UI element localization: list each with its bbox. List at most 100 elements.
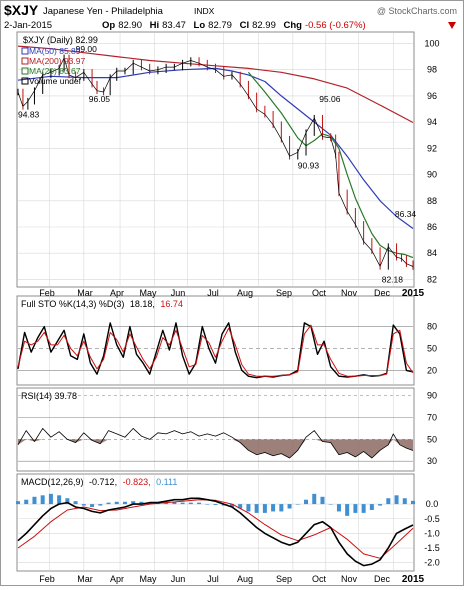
- low-value: 82.79: [208, 20, 232, 31]
- macd-histogram-bar-2: [32, 496, 37, 505]
- price-annotation: 95.06: [319, 94, 341, 104]
- x-axis-month-label-bottom: 2015: [402, 574, 425, 585]
- sto-d-line: [17, 324, 414, 377]
- macd-histogram-bar-8: [81, 504, 86, 506]
- rsi-tick-label: 90: [427, 391, 437, 401]
- macd-histogram-bar-34: [295, 504, 300, 505]
- price-panel: [16, 31, 415, 288]
- close-value: 82.99: [252, 20, 276, 31]
- x-axis-month-label-bottom: Nov: [341, 574, 358, 584]
- macd-histogram-bar-11: [106, 502, 111, 505]
- rsi-tick-label: 70: [427, 412, 437, 422]
- macd-histogram-bar-23: [205, 504, 210, 505]
- sto-tick-label: 50: [427, 344, 437, 354]
- macd-histogram-bar-28: [246, 504, 251, 512]
- macd-histogram-bar-18: [164, 502, 169, 505]
- instrument-name: Japanese Yen - Philadelphia: [43, 6, 164, 17]
- macd-histogram-bar-37: [320, 496, 325, 505]
- macd-histogram-bar-12: [114, 501, 119, 505]
- rsi-tick-label: 50: [427, 434, 437, 444]
- symbol-title: $XJY: [4, 2, 39, 18]
- ma20-line: [247, 71, 414, 259]
- x-axis-month-label-bottom: Apr: [110, 574, 124, 584]
- price-tick-label: 90: [427, 170, 437, 180]
- x-axis-month-label-bottom: Jun: [171, 574, 186, 584]
- legend-swatch-ma50: [21, 47, 29, 55]
- macd-histogram-bar-33: [287, 504, 292, 509]
- legend-ma50: MA(50) 85.89: [29, 46, 81, 56]
- macd-signal-line: [17, 499, 414, 559]
- price-annotation: 86.34: [395, 209, 417, 219]
- change-label: Chg: [284, 20, 303, 31]
- macd-histogram-bar-47: [402, 498, 407, 505]
- x-axis-month-label: Apr: [110, 288, 124, 298]
- rsi-line: [17, 428, 414, 459]
- macd-histogram-bar-35: [304, 499, 309, 505]
- x-axis-month-label-bottom: Mar: [77, 574, 93, 584]
- macd-tick-label: -1.5: [424, 543, 440, 553]
- rsi-tick-label: 30: [427, 456, 437, 466]
- macd-histogram-bar-48: [411, 500, 415, 505]
- macd-histogram-bar-43: [369, 504, 374, 510]
- price-tick-label: 96: [427, 91, 437, 101]
- macd-label: MACD(12,26,9) -0.712, -0.823, 0.111: [21, 477, 177, 487]
- macd-tick-label: -0.5: [424, 514, 440, 524]
- macd-histogram-bar-6: [65, 498, 70, 505]
- exchange-label: INDX: [194, 6, 215, 16]
- sto-panel: [16, 295, 415, 386]
- x-axis-month-label: Aug: [237, 288, 253, 298]
- down-arrow-icon: [448, 22, 456, 29]
- macd-histogram-bar-5: [57, 495, 62, 505]
- x-axis-month-label: Jun: [171, 288, 186, 298]
- macd-histogram-bar-20: [180, 502, 185, 505]
- macd-histogram-bar-36: [312, 493, 317, 505]
- sto-tick-label: 20: [427, 365, 437, 375]
- macd-histogram-bar-41: [353, 504, 358, 513]
- change-value: -0.56 (-0.67%): [305, 20, 366, 31]
- macd-histogram-bar-3: [40, 495, 45, 505]
- macd-histogram-bar-19: [172, 501, 177, 505]
- macd-histogram-bar-10: [98, 504, 103, 506]
- macd-tick-label: -1.0: [424, 528, 440, 538]
- macd-histogram-bar-21: [188, 502, 193, 505]
- x-axis-month-label: Jul: [207, 288, 219, 298]
- price-tick-label: 100: [424, 38, 439, 48]
- price-tick-label: 94: [427, 117, 437, 127]
- watermark: @ StockCharts.com: [377, 6, 457, 16]
- legend-ma20: MA(20) 83.67: [29, 66, 81, 76]
- high-label: Hi: [150, 20, 160, 31]
- macd-histogram-bar-44: [378, 504, 383, 506]
- price-tick-label: 92: [427, 143, 437, 153]
- legend-swatch-ma20: [21, 67, 29, 75]
- quote-line: Op 82.90 Hi 83.47 Lo 82.79 Cl 82.99 Chg -0.56…: [102, 20, 366, 31]
- macd-line: [17, 497, 414, 567]
- quote-date: 2-Jan-2015: [4, 20, 52, 31]
- macd-histogram-bar-40: [345, 504, 350, 516]
- open-label: Op: [102, 20, 115, 31]
- x-axis-month-label: May: [139, 288, 157, 298]
- rsi-label: RSI(14) 39.78: [21, 391, 77, 401]
- macd-histogram-bar-24: [213, 504, 218, 505]
- open-value: 82.90: [118, 20, 142, 31]
- macd-tick-label: 0.0: [426, 499, 439, 509]
- sto-tick-label: 80: [427, 322, 437, 332]
- price-tick-label: 88: [427, 196, 437, 206]
- x-axis-month-label: Dec: [374, 288, 391, 298]
- macd-histogram-bar-38: [328, 504, 333, 505]
- macd-histogram-bar-27: [238, 504, 243, 509]
- x-axis-month-label: Sep: [276, 288, 292, 298]
- macd-histogram-bar-13: [122, 501, 127, 505]
- macd-histogram-bar-30: [262, 504, 267, 513]
- price-tick-label: 86: [427, 222, 437, 232]
- x-axis-month-label-bottom: Oct: [312, 574, 327, 584]
- x-axis-month-label-bottom: Dec: [374, 574, 391, 584]
- macd-histogram-bar-14: [131, 501, 136, 505]
- macd-histogram-bar-42: [361, 504, 366, 513]
- high-value: 83.47: [162, 20, 186, 31]
- macd-histogram-bar-46: [394, 495, 399, 505]
- x-axis-month-label: Oct: [312, 288, 327, 298]
- legend-swatch-volume: [21, 77, 29, 85]
- rsi-panel: [16, 387, 415, 472]
